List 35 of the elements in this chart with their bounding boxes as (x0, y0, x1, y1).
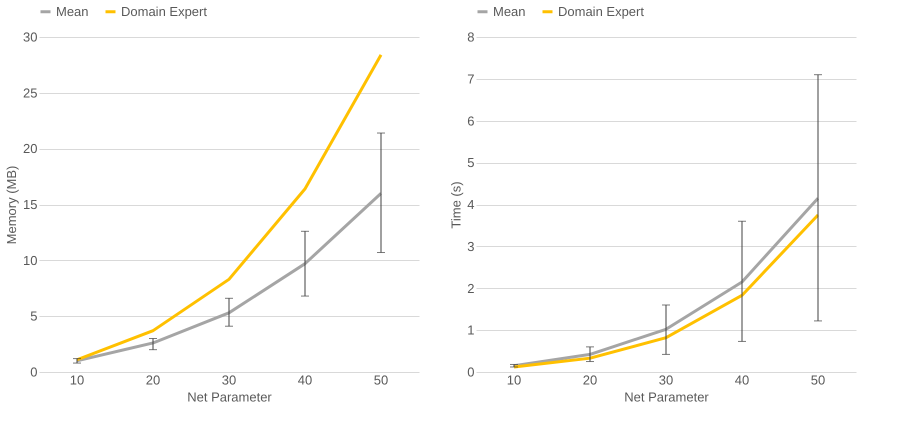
x-tick-label: 40 (734, 372, 750, 388)
x-tick-label: 30 (222, 372, 236, 388)
x-tick-label: 40 (298, 372, 312, 388)
y-axis-title: Time (s) (448, 181, 464, 229)
x-tick-label: 50 (810, 372, 826, 388)
y-tick-label: 4 (467, 197, 474, 212)
y-tick-label: 3 (467, 238, 474, 254)
x-tick-label: 10 (70, 372, 84, 388)
y-tick-label: 0 (467, 364, 474, 380)
y-tick-label: 2 (467, 280, 474, 296)
legend-label: Mean (493, 4, 526, 19)
x-tick-label: 10 (506, 372, 522, 388)
legend-label: Domain Expert (121, 4, 208, 19)
y-tick-label: 0 (30, 364, 38, 380)
y-tick-label: 25 (23, 85, 38, 100)
x-tick-label: 30 (658, 372, 674, 388)
x-tick-label: 20 (146, 372, 160, 388)
y-tick-label: 1 (467, 322, 474, 338)
y-tick-label: 7 (467, 71, 474, 86)
x-axis-title: Net Parameter (187, 390, 272, 404)
y-tick-label: 15 (23, 197, 38, 212)
x-tick-label: 50 (374, 372, 388, 388)
y-tick-label: 5 (30, 308, 38, 324)
y-tick-label: 5 (467, 155, 474, 170)
y-tick-label: 6 (467, 113, 474, 128)
legend-label: Domain Expert (558, 4, 644, 19)
y-tick-label: 30 (23, 30, 38, 44)
y-tick-label: 8 (467, 30, 474, 44)
x-axis-title: Net Parameter (624, 390, 710, 404)
x-tick-label: 20 (582, 372, 598, 388)
legend-label: Mean (56, 4, 89, 19)
y-tick-label: 10 (23, 252, 38, 268)
y-axis-title: Memory (MB) (4, 166, 20, 244)
y-tick-label: 20 (23, 141, 38, 156)
line-series (76, 192, 382, 362)
